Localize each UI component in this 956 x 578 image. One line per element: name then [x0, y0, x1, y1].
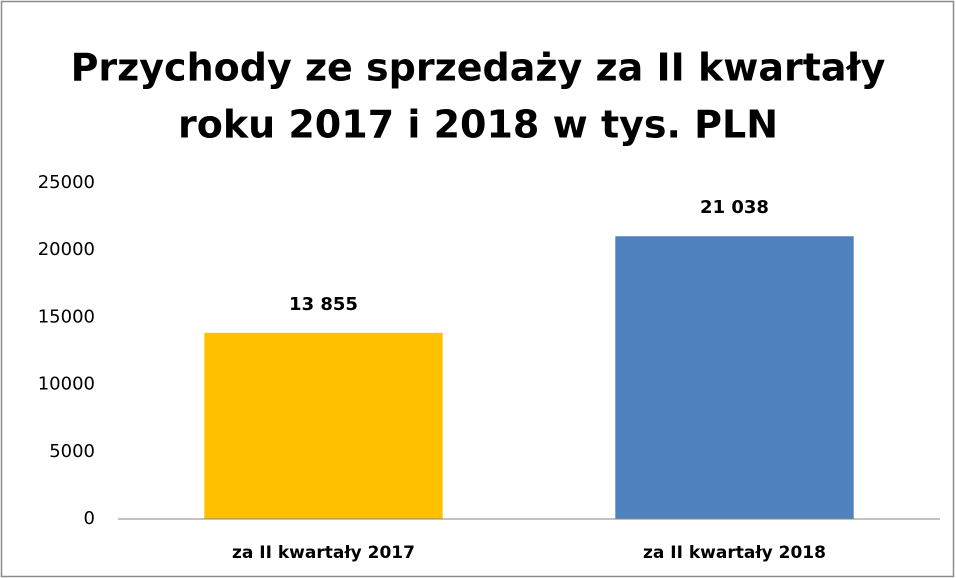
y-tick-label: 20000 [38, 239, 95, 260]
value-label: 13 855 [289, 294, 358, 315]
y-tick-label: 0 [84, 508, 95, 529]
chart-title: Przychody ze sprzedaży za II kwartały [71, 46, 886, 90]
y-tick-label: 10000 [38, 374, 95, 395]
y-tick-label: 25000 [38, 172, 95, 193]
bar [204, 332, 443, 519]
y-tick-label: 5000 [49, 441, 95, 462]
y-tick-label: 15000 [38, 306, 95, 327]
x-tick-label: za II kwartały 2018 [643, 543, 826, 563]
value-label: 21 038 [700, 197, 769, 218]
chart-title: roku 2017 i 2018 w tys. PLN [178, 103, 778, 147]
bar [615, 236, 854, 520]
x-tick-label: za II kwartały 2017 [232, 543, 415, 563]
